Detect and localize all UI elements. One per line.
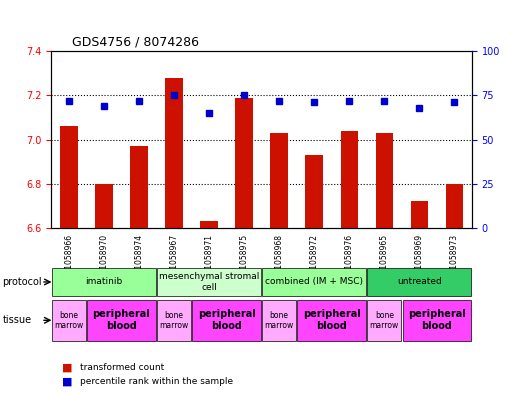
FancyBboxPatch shape: [367, 268, 471, 296]
Text: bone
marrow: bone marrow: [265, 310, 294, 330]
Text: mesenchymal stromal
cell: mesenchymal stromal cell: [159, 272, 259, 292]
Bar: [235, 97, 253, 228]
Bar: [341, 130, 358, 228]
Bar: [305, 155, 323, 228]
Bar: [270, 133, 288, 228]
Bar: [60, 126, 77, 228]
Bar: [410, 202, 428, 228]
Bar: [130, 146, 148, 228]
FancyBboxPatch shape: [157, 268, 261, 296]
FancyBboxPatch shape: [367, 299, 401, 341]
FancyBboxPatch shape: [403, 299, 471, 341]
FancyBboxPatch shape: [52, 268, 156, 296]
Text: peripheral
blood: peripheral blood: [92, 310, 150, 331]
Bar: [165, 78, 183, 228]
Text: peripheral
blood: peripheral blood: [303, 310, 361, 331]
Text: ■: ■: [62, 362, 72, 373]
Bar: [95, 184, 113, 228]
Bar: [376, 133, 393, 228]
Text: tissue: tissue: [3, 315, 32, 325]
Text: imatinib: imatinib: [85, 277, 123, 286]
Text: protocol: protocol: [3, 277, 42, 287]
Text: combined (IM + MSC): combined (IM + MSC): [265, 277, 363, 286]
Text: transformed count: transformed count: [80, 363, 164, 372]
Bar: [200, 221, 218, 228]
Text: bone
marrow: bone marrow: [160, 310, 189, 330]
Text: ■: ■: [62, 376, 72, 386]
FancyBboxPatch shape: [52, 299, 86, 341]
FancyBboxPatch shape: [157, 299, 191, 341]
Text: bone
marrow: bone marrow: [370, 310, 399, 330]
FancyBboxPatch shape: [262, 268, 366, 296]
FancyBboxPatch shape: [262, 299, 296, 341]
Text: peripheral
blood: peripheral blood: [198, 310, 255, 331]
Text: bone
marrow: bone marrow: [54, 310, 84, 330]
Bar: [446, 184, 463, 228]
Text: percentile rank within the sample: percentile rank within the sample: [80, 377, 232, 386]
Text: peripheral
blood: peripheral blood: [408, 310, 466, 331]
Text: untreated: untreated: [397, 277, 442, 286]
Text: GDS4756 / 8074286: GDS4756 / 8074286: [72, 35, 200, 48]
FancyBboxPatch shape: [192, 299, 261, 341]
FancyBboxPatch shape: [298, 299, 366, 341]
FancyBboxPatch shape: [87, 299, 156, 341]
